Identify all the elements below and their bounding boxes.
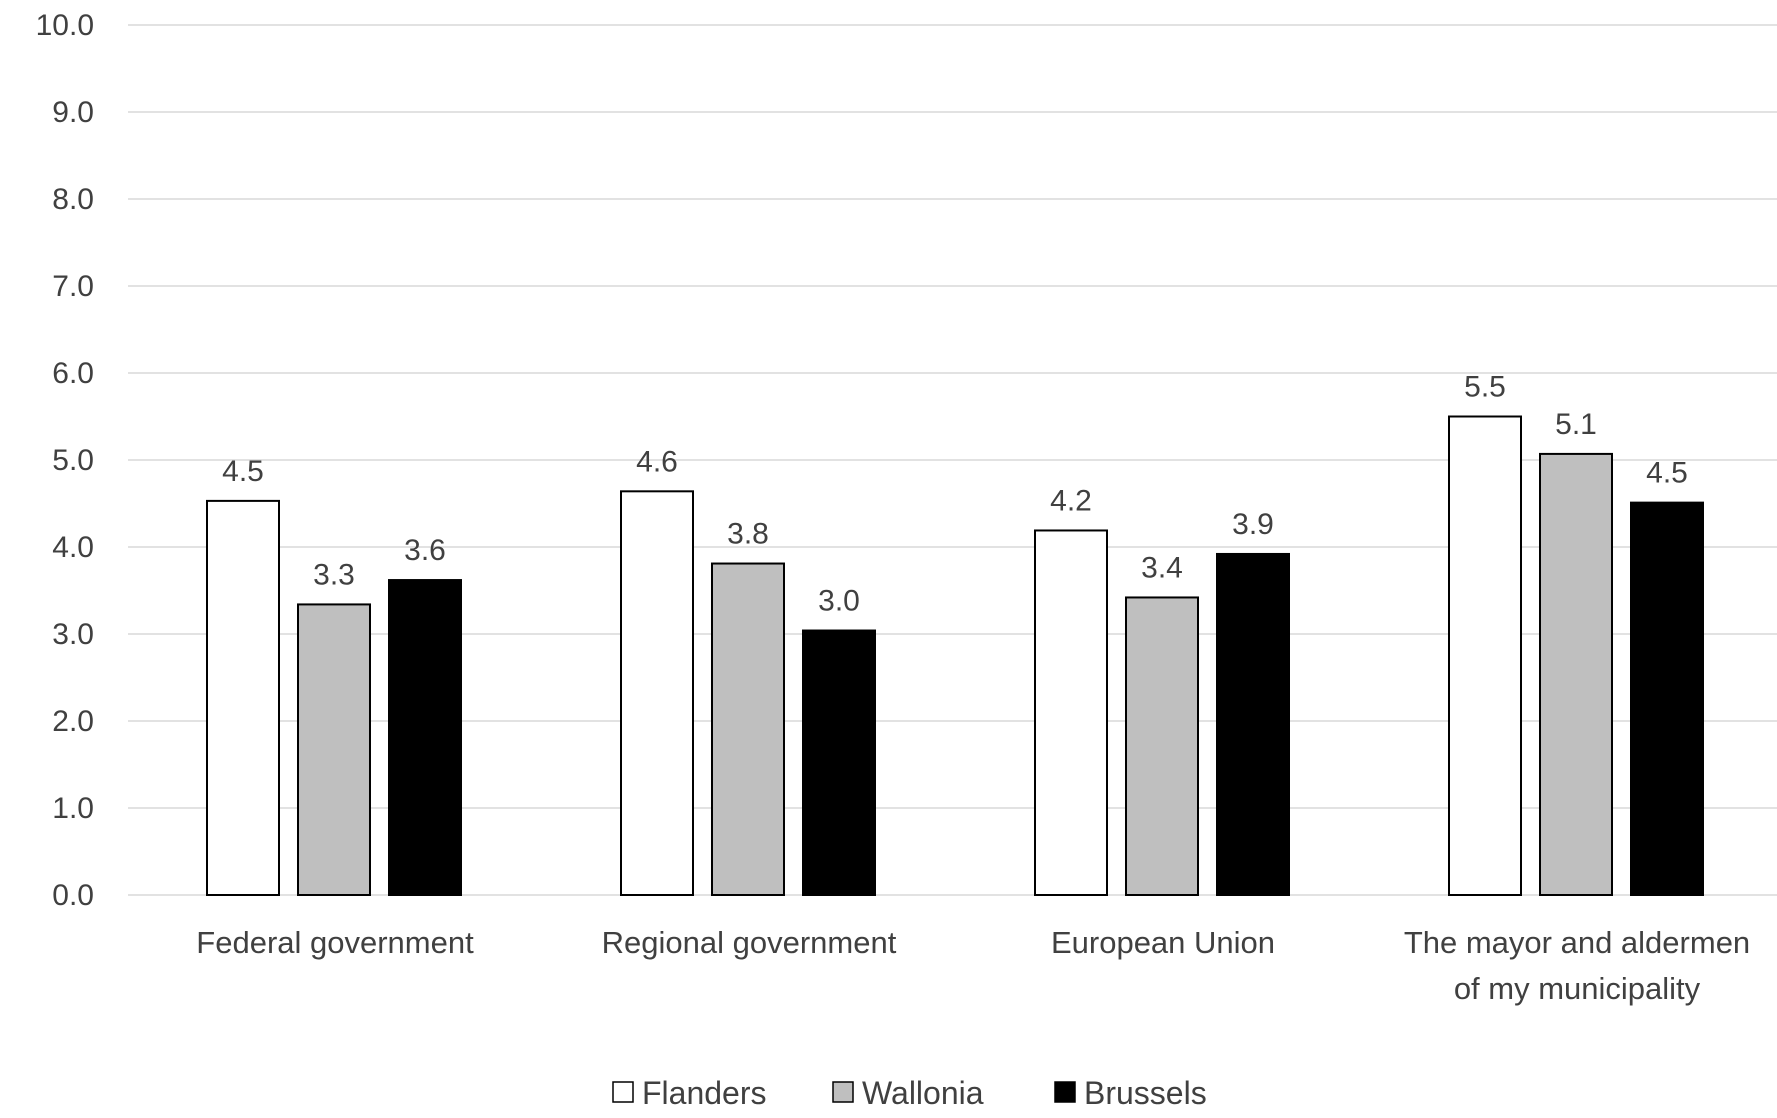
y-tick-label: 1.0 [52, 792, 94, 825]
gridlines [128, 24, 1777, 896]
y-tick-label: 9.0 [52, 96, 94, 129]
category-label-line: Federal government [196, 925, 474, 960]
y-tick-label: 10.0 [36, 9, 94, 42]
bar-brussels [802, 629, 876, 897]
bar-brussels [1216, 552, 1290, 897]
category-label-line: of my municipality [1454, 971, 1701, 1006]
bar-brussels [388, 579, 462, 896]
y-tick-label: 0.0 [52, 879, 94, 912]
data-label: 5.1 [1555, 408, 1597, 441]
legend-label-wallonia: Wallonia [862, 1075, 984, 1111]
bar-flanders [1448, 415, 1522, 896]
category-label-line: Regional government [602, 925, 897, 960]
legend-swatch-flanders [612, 1081, 634, 1103]
data-label: 3.3 [313, 558, 355, 591]
bar-brussels [1630, 501, 1704, 896]
category-label-line: European Union [1051, 925, 1275, 960]
y-tick-label: 7.0 [52, 270, 94, 303]
data-label: 4.5 [222, 455, 264, 488]
bars [206, 415, 1704, 897]
bar-wallonia [1125, 596, 1199, 897]
bar-flanders [1034, 529, 1108, 896]
legend-label-brussels: Brussels [1084, 1075, 1207, 1111]
category-label: Regional government [602, 925, 897, 960]
bar-wallonia [711, 562, 785, 897]
data-label: 5.5 [1464, 371, 1506, 404]
bar-wallonia [1539, 452, 1613, 896]
data-label: 3.0 [818, 585, 860, 618]
y-tick-label: 6.0 [52, 357, 94, 390]
y-tick-label: 4.0 [52, 531, 94, 564]
category-labels: Federal government Regional government Eur… [196, 925, 1750, 1006]
bar-flanders [206, 499, 280, 896]
data-label: 3.6 [404, 534, 446, 567]
bar-flanders [620, 490, 694, 896]
category-label: European Union [1051, 925, 1275, 960]
data-labels: 4.5 3.3 3.6 4.6 3.8 3.0 4.2 3.4 3.9 5.5 5.1 4.5 [222, 371, 1688, 618]
y-tick-label: 5.0 [52, 444, 94, 477]
y-axis-tick-labels: 0.0 1.0 2.0 3.0 4.0 5.0 6.0 7.0 8.0 9.0 10.0 [36, 9, 94, 912]
bar-wallonia [297, 603, 371, 896]
y-tick-label: 2.0 [52, 705, 94, 738]
data-label: 3.9 [1232, 508, 1274, 541]
legend: Flanders Wallonia Brussels [612, 1075, 1207, 1111]
legend-swatch-wallonia [832, 1081, 854, 1103]
category-label: The mayor and aldermen of my municipality [1404, 925, 1750, 1006]
data-label: 4.2 [1050, 484, 1092, 517]
data-label: 4.6 [636, 445, 678, 478]
legend-swatch-brussels [1054, 1081, 1076, 1103]
data-label: 4.5 [1646, 457, 1688, 490]
data-label: 3.8 [727, 518, 769, 551]
legend-label-flanders: Flanders [642, 1075, 767, 1111]
y-tick-label: 3.0 [52, 618, 94, 651]
category-label-line: The mayor and aldermen [1404, 925, 1750, 960]
data-label: 3.4 [1141, 551, 1183, 584]
y-tick-label: 8.0 [52, 183, 94, 216]
category-label: Federal government [196, 925, 474, 960]
